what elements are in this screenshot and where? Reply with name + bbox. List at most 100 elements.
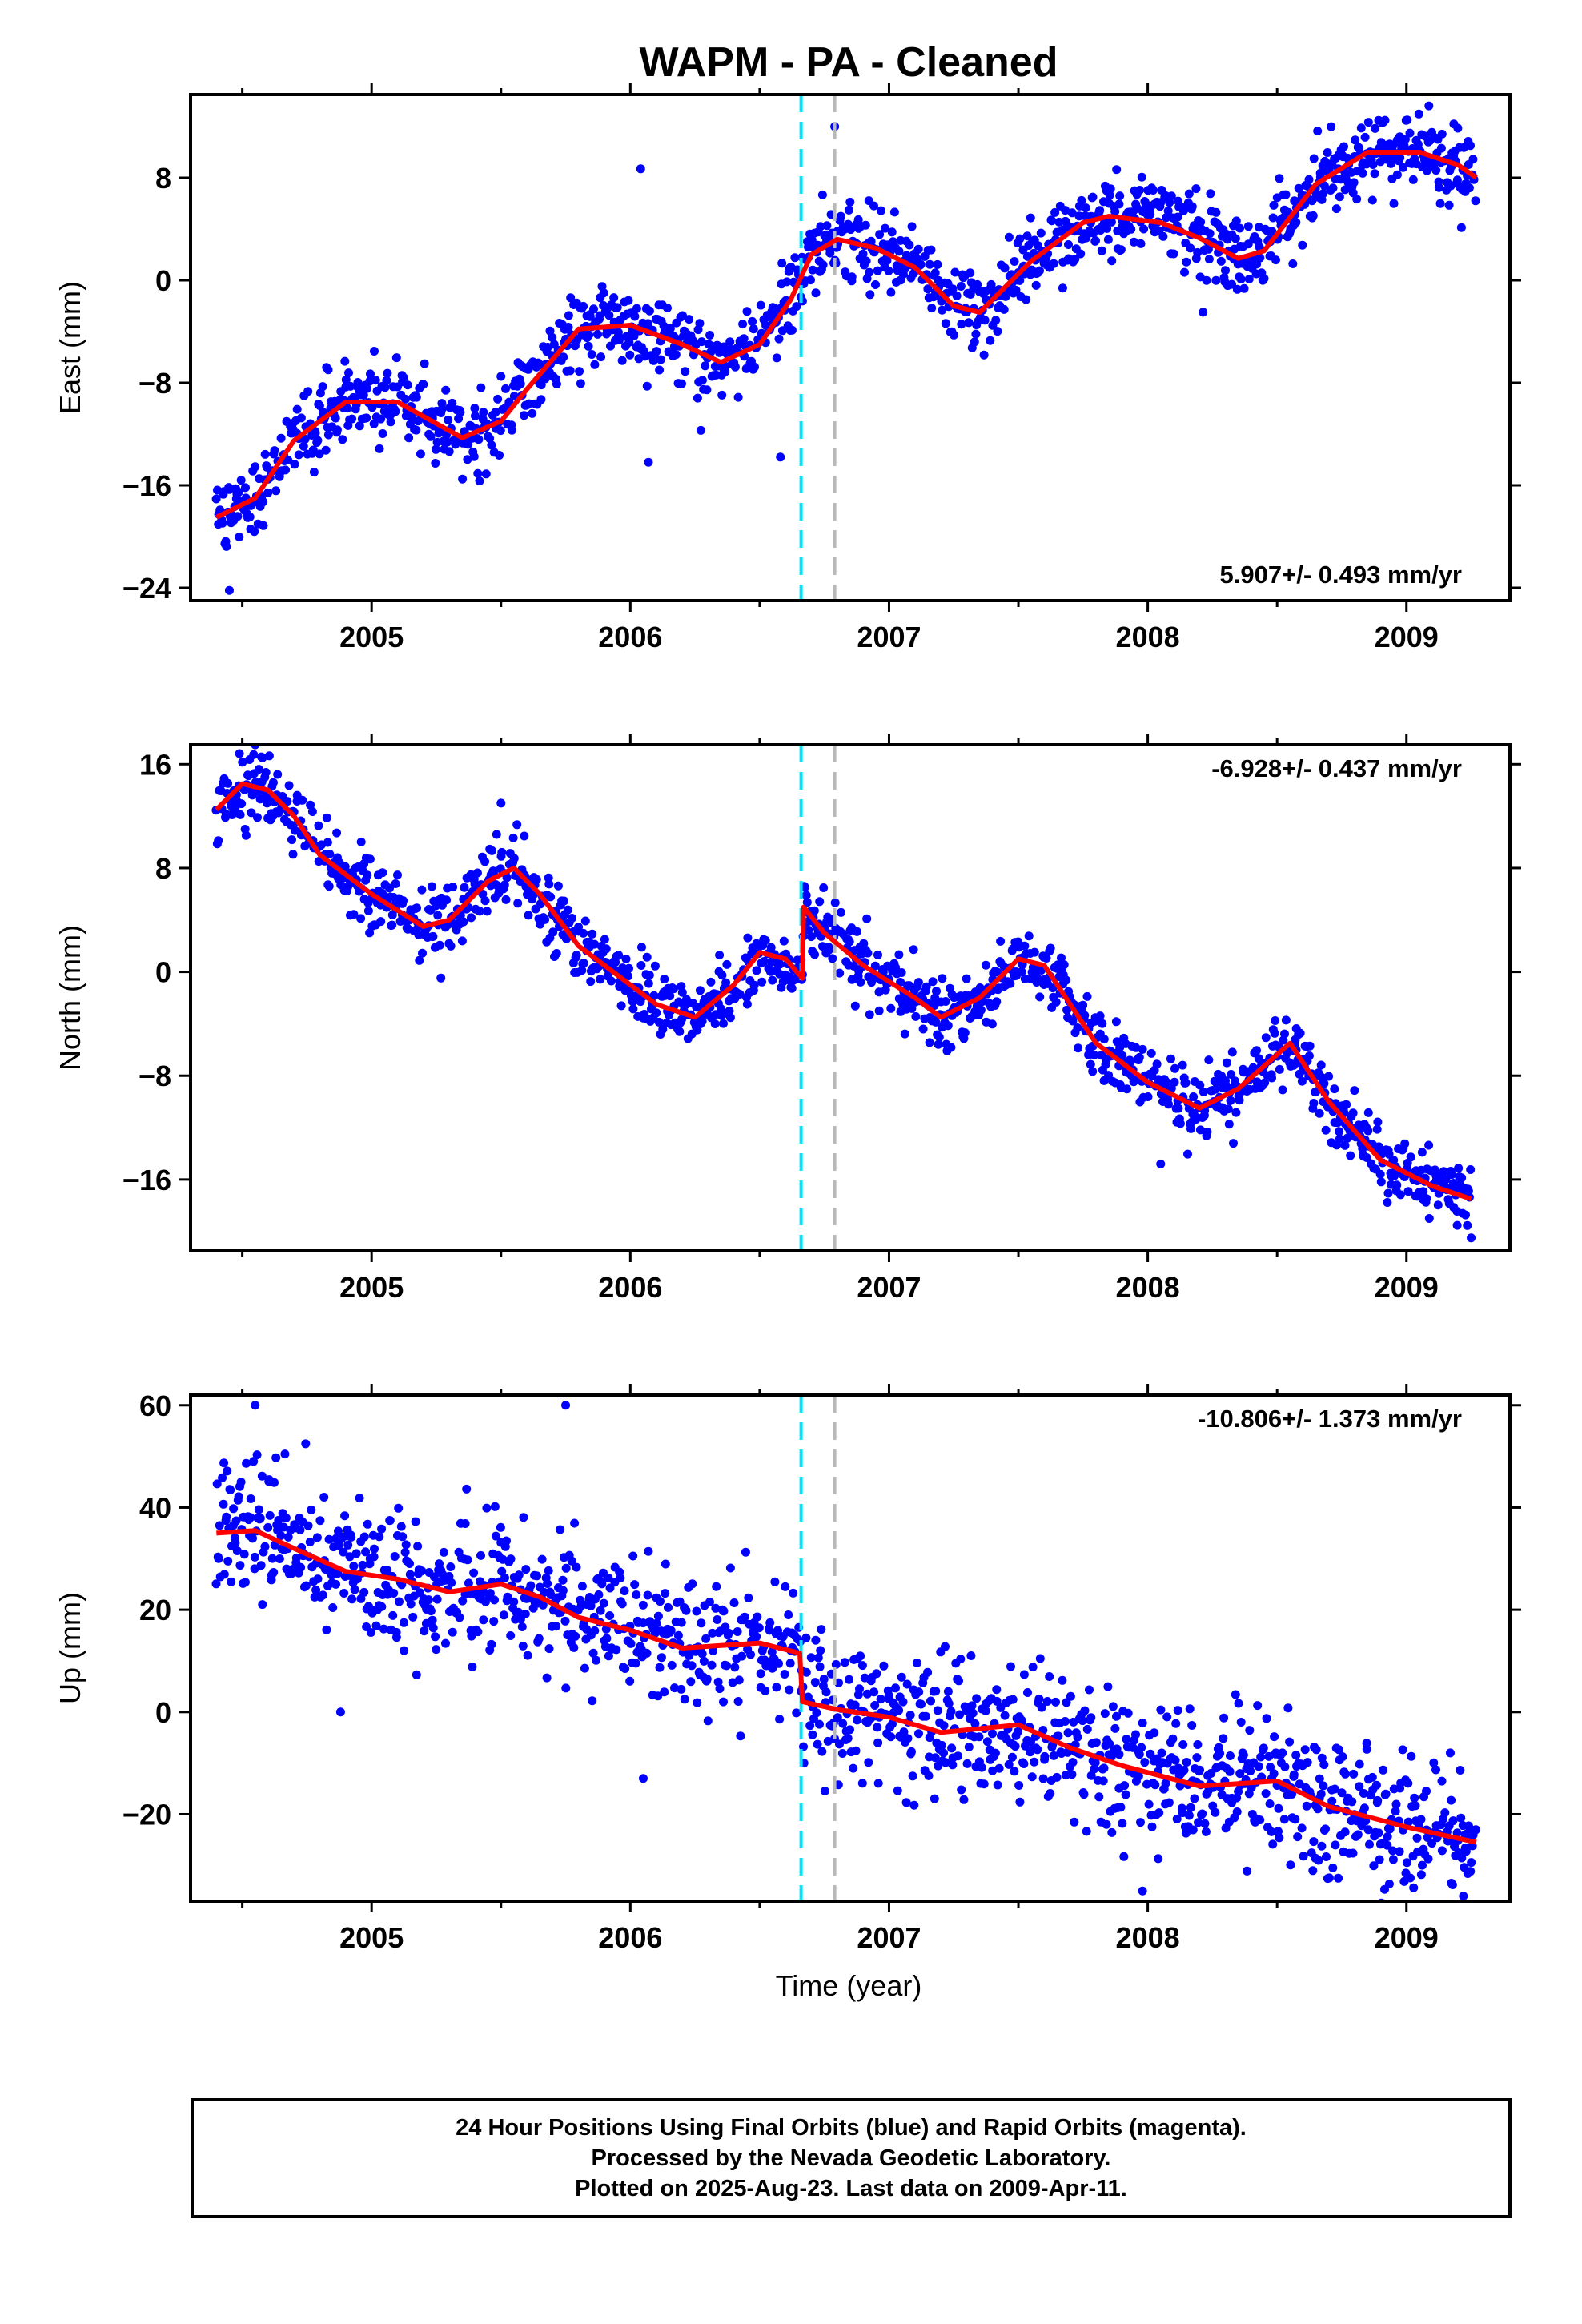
data-point — [956, 282, 966, 291]
data-point — [426, 1606, 436, 1616]
data-point — [532, 875, 541, 884]
data-point — [502, 1536, 511, 1546]
data-point — [914, 1687, 924, 1697]
data-point — [1134, 1052, 1144, 1062]
data-point — [1375, 1169, 1385, 1179]
data-point — [480, 896, 490, 906]
data-point — [399, 896, 408, 906]
data-point — [1313, 127, 1323, 136]
data-point — [211, 494, 221, 504]
data-point — [629, 332, 639, 341]
data-point — [493, 394, 503, 404]
data-point — [504, 397, 514, 407]
data-point — [1447, 1795, 1456, 1805]
data-point — [214, 1554, 223, 1563]
data-point — [520, 411, 529, 420]
data-point — [1235, 1096, 1244, 1105]
data-point — [1211, 1807, 1220, 1817]
data-point — [692, 1606, 701, 1616]
data-point — [363, 870, 372, 880]
data-point — [1363, 118, 1373, 127]
data-point — [222, 541, 231, 551]
data-point — [1452, 1220, 1462, 1230]
data-point — [473, 1627, 483, 1637]
data-point — [851, 1746, 861, 1755]
data-point — [964, 318, 974, 328]
data-point — [930, 1001, 939, 1010]
data-point — [1061, 1717, 1070, 1726]
data-point — [538, 1600, 548, 1610]
data-point — [816, 1646, 825, 1655]
data-point — [1254, 1762, 1263, 1771]
data-point — [873, 1738, 883, 1747]
data-point — [1050, 207, 1060, 217]
data-point — [741, 1547, 750, 1557]
data-point — [653, 1611, 663, 1621]
data-point — [1384, 1880, 1394, 1888]
data-point — [894, 950, 904, 959]
data-point — [331, 413, 340, 423]
data-point — [318, 1590, 327, 1600]
footer-line-processed: Processed by the Nevada Geodetic Laborat… — [591, 2145, 1111, 2171]
data-point — [752, 966, 761, 975]
data-point — [597, 1579, 607, 1589]
data-point — [644, 1546, 653, 1556]
data-point — [1030, 947, 1039, 957]
data-point — [349, 910, 359, 919]
data-point — [1035, 1654, 1045, 1663]
data-point — [849, 1763, 858, 1773]
data-point — [754, 1623, 764, 1633]
data-point — [931, 1017, 941, 1027]
data-point — [1170, 1755, 1180, 1765]
data-point — [218, 518, 227, 528]
data-point — [1080, 1011, 1090, 1020]
data-point — [970, 337, 979, 347]
data-point — [767, 1647, 777, 1657]
data-point — [420, 1626, 429, 1636]
data-point — [1280, 1762, 1290, 1771]
data-point — [1403, 1817, 1413, 1827]
data-point — [818, 260, 828, 270]
data-point — [660, 975, 669, 984]
data-point — [824, 945, 833, 955]
data-point — [840, 1658, 849, 1667]
data-point — [717, 390, 727, 400]
data-point — [343, 882, 352, 891]
data-point — [909, 945, 918, 955]
data-point — [933, 1706, 942, 1715]
data-point — [214, 836, 223, 846]
data-point — [1189, 1092, 1199, 1101]
data-point — [913, 244, 923, 254]
data-point — [768, 975, 777, 985]
data-point — [1335, 1134, 1344, 1144]
data-point — [252, 1450, 262, 1460]
data-point — [903, 1734, 913, 1743]
data-point — [1253, 1701, 1263, 1711]
data-point — [1035, 992, 1045, 1002]
data-point — [1281, 1015, 1291, 1025]
data-point — [544, 1566, 553, 1575]
data-point — [905, 1711, 915, 1720]
data-point — [263, 488, 273, 497]
data-point — [572, 951, 581, 960]
data-point — [681, 1606, 691, 1615]
data-point — [1398, 1745, 1407, 1755]
data-point — [1374, 1828, 1383, 1838]
data-point — [569, 1642, 579, 1652]
data-point — [812, 1708, 821, 1718]
data-point — [1121, 1790, 1130, 1799]
data-point — [1105, 1739, 1114, 1749]
data-point — [378, 868, 387, 878]
data-point — [490, 1595, 499, 1605]
data-point — [363, 1519, 372, 1529]
data-point — [1195, 1765, 1204, 1775]
data-point — [553, 881, 563, 891]
data-point — [364, 1602, 373, 1611]
data-point — [1291, 1815, 1300, 1824]
data-point — [1440, 1808, 1450, 1818]
data-point — [938, 974, 947, 983]
data-point — [1255, 253, 1265, 263]
data-point — [1456, 1813, 1466, 1823]
data-point — [1347, 1797, 1357, 1807]
data-point — [605, 1611, 615, 1620]
